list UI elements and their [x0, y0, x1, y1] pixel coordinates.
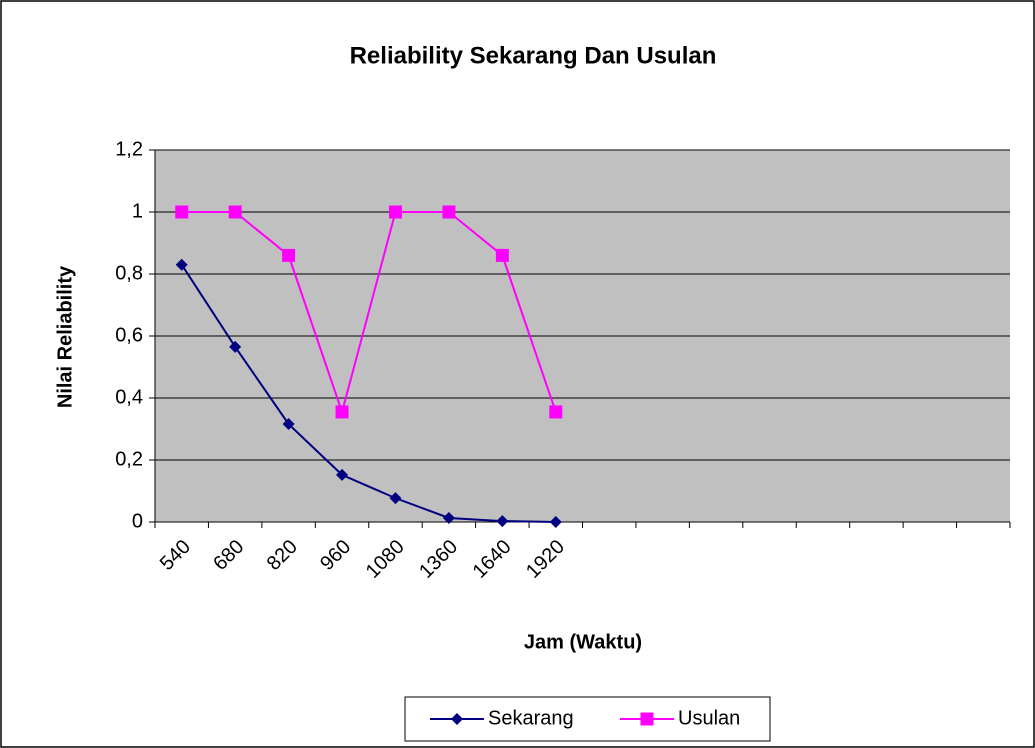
y-tick-label: 0,2 [115, 448, 143, 470]
data-point [336, 405, 349, 418]
y-tick-label: 1,2 [115, 138, 143, 160]
data-point [229, 206, 242, 219]
x-axis-label: Jam (Waktu) [524, 631, 642, 653]
chart-title: Reliability Sekarang Dan Usulan [350, 42, 717, 69]
y-tick-label: 0 [132, 510, 143, 532]
data-point [549, 405, 562, 418]
data-point [282, 249, 295, 262]
y-tick-label: 0,4 [115, 386, 143, 408]
legend-label: Sekarang [488, 707, 574, 729]
y-tick-label: 0,8 [115, 262, 143, 284]
data-point [389, 206, 402, 219]
data-point [175, 206, 188, 219]
y-axis-label: Nilai Reliability [54, 265, 76, 408]
legend-label: Usulan [678, 707, 740, 729]
y-tick-label: 0,6 [115, 324, 143, 346]
y-tick-label: 1 [132, 200, 143, 222]
legend-marker [641, 713, 654, 726]
data-point [442, 206, 455, 219]
chart: Reliability Sekarang Dan Usulan Nilai Re… [0, 0, 1035, 748]
data-point [496, 249, 509, 262]
